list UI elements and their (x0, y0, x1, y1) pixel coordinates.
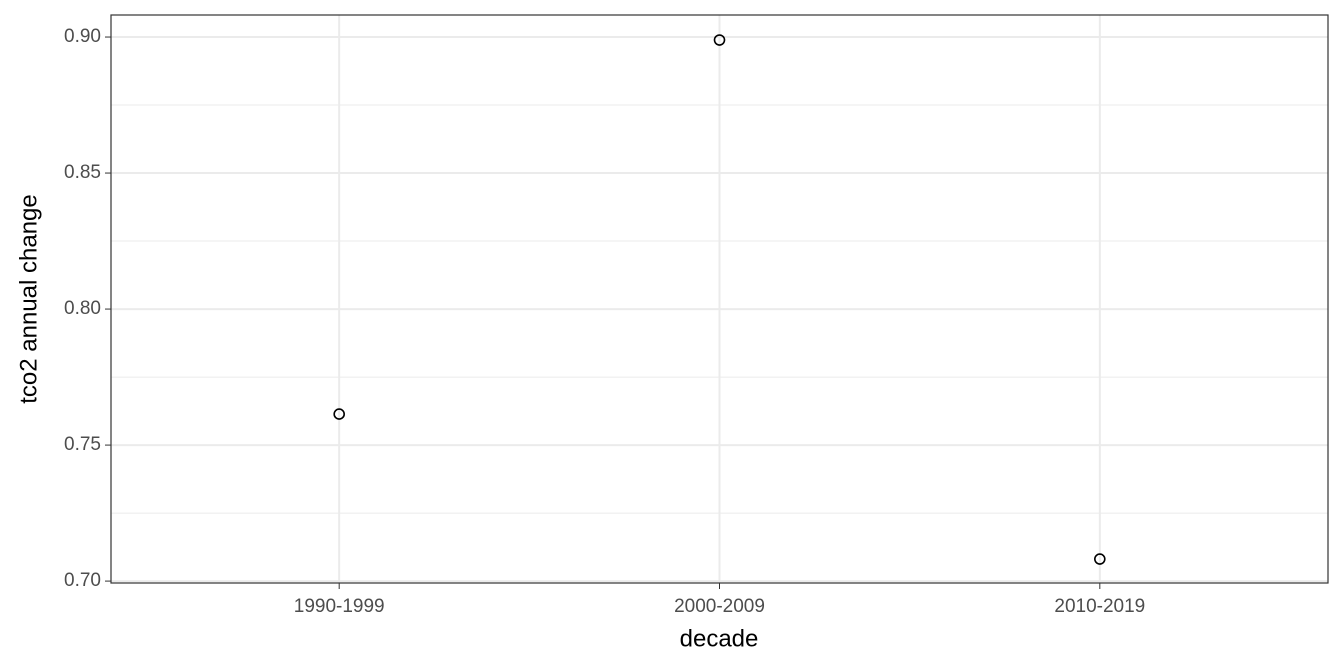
y-axis-title: tco2 annual change (15, 194, 42, 404)
y-tick-label: 0.80 (64, 298, 101, 319)
x-tick-label: 2000-2009 (674, 596, 765, 617)
plot-border (110, 14, 1329, 584)
point (333, 408, 345, 420)
y-tick-label: 0.75 (64, 434, 101, 455)
x-axis-title: decade (680, 625, 759, 652)
y-tick-label: 0.90 (64, 26, 101, 47)
y-tick-label: 0.85 (64, 162, 101, 183)
x-tick-label: 2010-2019 (1054, 596, 1145, 617)
point (713, 34, 726, 46)
x-tick-label: 1990-1999 (294, 596, 385, 617)
y-tick-label: 0.70 (64, 570, 101, 591)
point (1094, 553, 1106, 565)
